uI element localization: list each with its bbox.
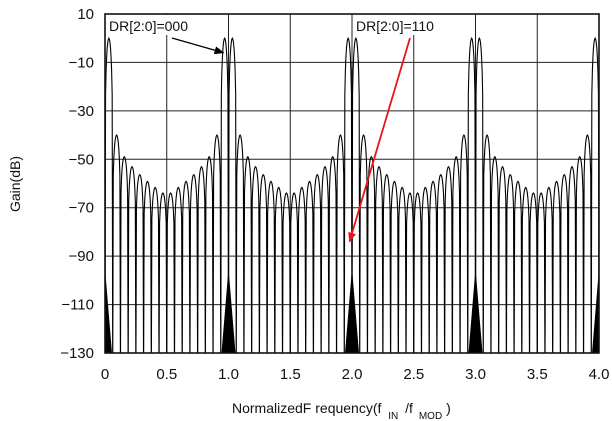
y-tick-label: −90 <box>69 248 94 265</box>
y-axis-title: Gain(dB) <box>7 156 23 212</box>
y-tick-label: −10 <box>69 54 94 71</box>
y-tick-labels: 10 −10 −30 −50 −70 −90 −110 −130 <box>60 6 94 362</box>
x-tick-labels: 0 0.5 1.0 1.5 2.0 2.5 3.0 3.5 4.0 <box>101 366 610 383</box>
series-mark-spike <box>221 268 236 353</box>
series-mark-spike <box>105 268 112 353</box>
annotation-label-110: DR[2:0]=110 <box>356 18 434 34</box>
y-tick-label: −130 <box>60 345 94 362</box>
y-tick-label: 10 <box>77 6 94 23</box>
x-axis-title-close: ) <box>446 400 451 416</box>
y-tick-label: −110 <box>61 297 94 314</box>
x-axis-title-main: NormalizedF requency(f <box>232 400 381 416</box>
x-axis-title-slash: /f <box>405 400 413 416</box>
y-tick-label: −30 <box>69 103 94 120</box>
x-tick-label: 3.5 <box>527 366 548 383</box>
series-mark-spike <box>345 268 359 353</box>
plot-frame <box>104 13 600 354</box>
annotation-arrow-000 <box>171 37 225 55</box>
x-tick-label: 0.5 <box>156 366 177 383</box>
x-tick-label: 4.0 <box>589 366 610 383</box>
annotation-label-000: DR[2:0]=000 <box>109 18 188 34</box>
x-axis-title-sub-in: IN <box>388 411 398 421</box>
series-mark-spike <box>468 268 483 353</box>
annotations: DR[2:0]=000 DR[2:0]=110 <box>106 15 456 243</box>
x-tick-label: 1.5 <box>280 366 301 383</box>
annotation-arrow-110 <box>348 37 411 243</box>
x-tick-label: 2.0 <box>342 366 363 383</box>
series-line-dr000 <box>105 37 599 353</box>
x-tick-label: 2.5 <box>403 366 424 383</box>
x-tick-label: 1.0 <box>218 366 239 383</box>
y-tick-label: −70 <box>69 200 94 217</box>
x-axis-title-sub-mod: MOD <box>419 411 442 421</box>
series-mark-spike <box>592 268 599 353</box>
annotation-box-000 <box>106 15 206 35</box>
x-tick-label: 3.0 <box>465 366 486 383</box>
x-axis-title: NormalizedF requency(f IN /f MOD ) <box>232 400 451 421</box>
x-tick-label: 0 <box>101 366 109 383</box>
annotation-box-110 <box>354 15 456 35</box>
series-layer <box>105 37 599 353</box>
y-tick-label: −50 <box>69 151 94 168</box>
